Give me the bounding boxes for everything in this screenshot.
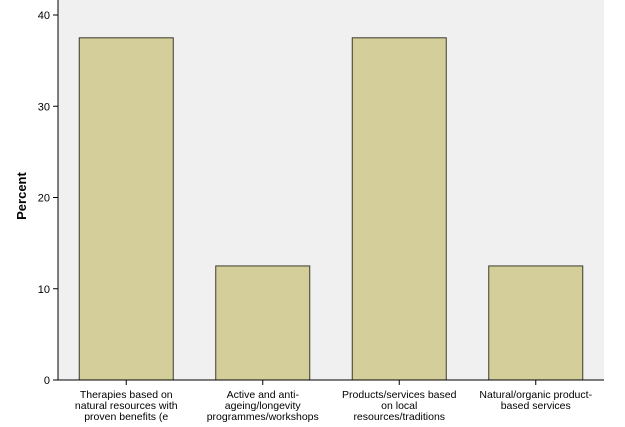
x-labels-group: Therapies based on natural resources with… <box>75 380 593 423</box>
y-tick-label: 20 <box>38 193 50 205</box>
x-category-label: Natural/organic product-based services <box>479 389 592 412</box>
x-category-label: Therapies based on natural resources with… <box>75 389 178 423</box>
bar-1 <box>78 37 174 381</box>
bar-4 <box>488 265 584 381</box>
bar-3 <box>351 37 447 381</box>
bars-group <box>78 37 584 381</box>
y-tick-label: 0 <box>44 375 50 387</box>
y-axis-title: Percent <box>14 171 29 219</box>
y-tick-label: 30 <box>38 101 50 113</box>
bar-2 <box>215 265 311 381</box>
y-tick-label: 40 <box>38 10 50 22</box>
y-ticks-group: 0 10 20 30 40 <box>38 10 58 387</box>
y-tick-label: 10 <box>38 284 50 296</box>
x-category-label: Products/services based on local resources… <box>342 389 457 423</box>
x-category-label: Active and anti-ageing/longevity programm… <box>207 389 319 423</box>
